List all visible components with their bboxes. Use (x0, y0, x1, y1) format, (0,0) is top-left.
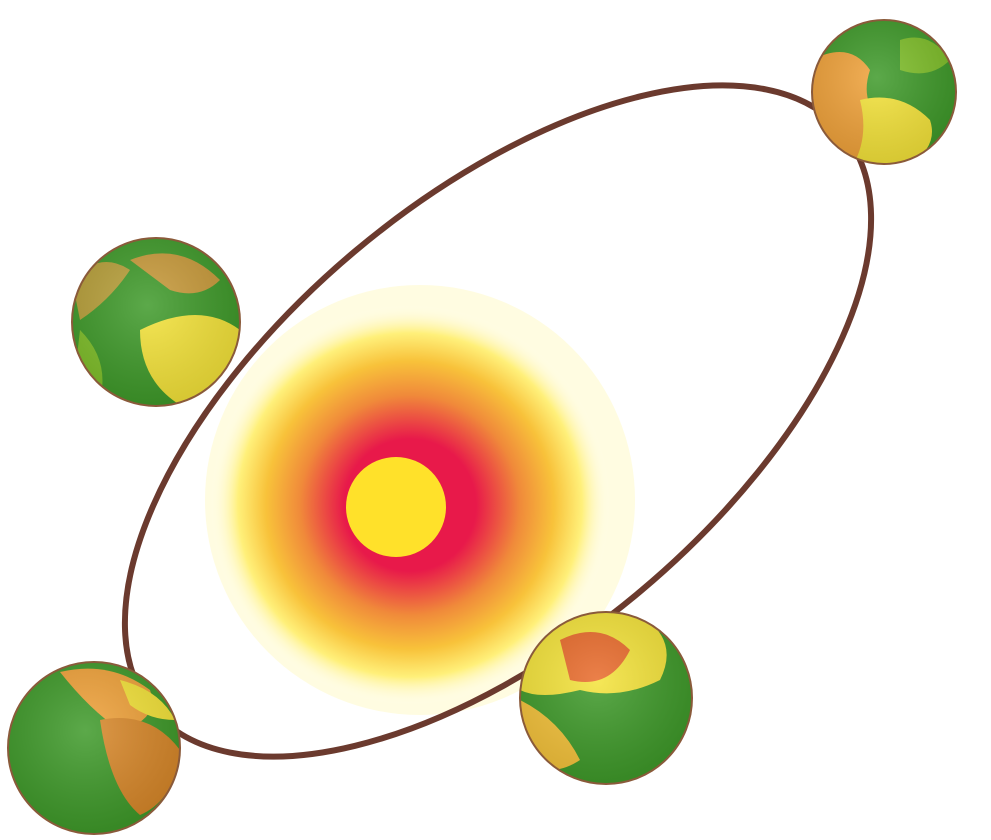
earth-bottom-right (519, 611, 693, 785)
earth-bottom-left (7, 661, 181, 835)
earth-left (71, 237, 241, 407)
sun-core (346, 457, 446, 557)
sun (205, 285, 635, 715)
earth-top-right (811, 19, 957, 165)
